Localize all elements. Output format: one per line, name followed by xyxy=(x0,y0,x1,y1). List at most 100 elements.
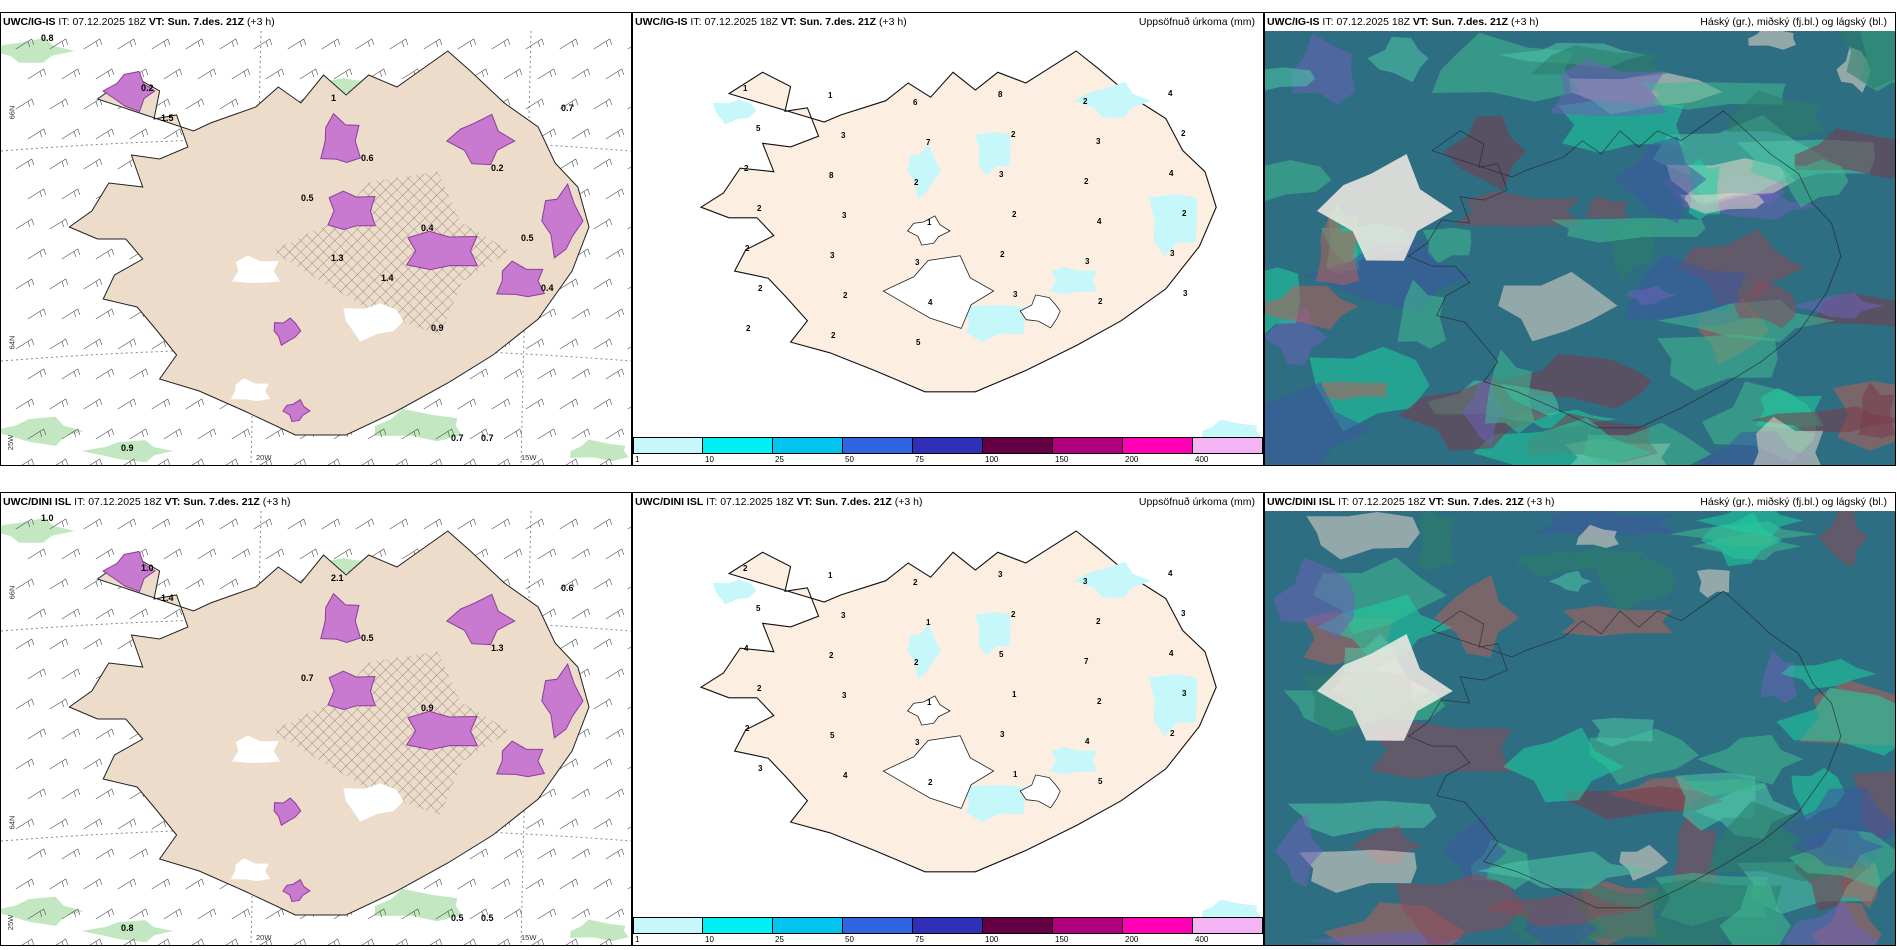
wind-barb xyxy=(27,848,47,860)
wind-barb xyxy=(525,398,545,410)
wind-barb xyxy=(95,848,115,860)
wind-barb xyxy=(49,338,69,350)
init-time: 07.12.2025 18Z xyxy=(720,496,794,508)
wind-barb xyxy=(395,938,409,945)
wind-barb xyxy=(299,548,319,560)
wind-barb xyxy=(95,248,115,260)
wind-barb xyxy=(525,578,545,590)
wind-barb xyxy=(531,458,545,465)
color-legend: 1 10 25 50 75 100 150 200 400 xyxy=(633,917,1263,945)
value-label: 4 xyxy=(1085,737,1090,746)
wind-barb xyxy=(15,338,35,350)
value-label: 3 xyxy=(998,570,1003,579)
cloud-map[interactable] xyxy=(1265,511,1895,945)
wind-barb xyxy=(49,578,69,590)
cloud-field xyxy=(1503,727,1624,803)
wind-barb xyxy=(593,818,613,830)
precip-area xyxy=(1202,899,1261,922)
value-label: 3 xyxy=(842,691,847,700)
value-label: 5 xyxy=(756,604,761,613)
init-time: 07.12.2025 18Z xyxy=(1336,16,1410,28)
precip-area xyxy=(1073,82,1152,118)
wind-barb xyxy=(605,608,625,620)
cloud-field xyxy=(1443,814,1507,887)
legend-swatch xyxy=(703,917,773,934)
wind-barb xyxy=(83,38,103,50)
wind-barb xyxy=(293,458,307,465)
wind-barb xyxy=(627,46,631,50)
it-label: IT: xyxy=(706,496,718,508)
wind-map[interactable]: 1.0 0.5 0.8 0.5 0.6 2.1 1.0 0.7 1.4 0.5 1.3 0.9 xyxy=(1,511,631,945)
precip-cell xyxy=(282,398,311,423)
cloud-field xyxy=(1696,511,1804,537)
legend-tick: 10 xyxy=(705,935,714,944)
lead-time: (+3 h) xyxy=(878,16,907,28)
value-label: 4 xyxy=(1169,649,1174,658)
wind-barb xyxy=(593,578,613,590)
wind-barb xyxy=(605,668,625,680)
legend-tick: 100 xyxy=(985,455,999,464)
precip-area xyxy=(907,623,941,679)
wind-barb xyxy=(327,458,341,465)
cloud-field xyxy=(1265,67,1316,91)
precip-cell xyxy=(102,550,156,593)
wind-barb xyxy=(225,938,239,945)
wind-barb xyxy=(117,38,137,50)
wind-barb xyxy=(49,158,69,170)
glacier xyxy=(230,378,271,402)
wind-barb xyxy=(395,458,409,465)
glacier xyxy=(882,255,995,329)
wind-barb xyxy=(15,218,35,230)
legend-tick: 75 xyxy=(915,935,924,944)
wind-barb xyxy=(565,938,579,945)
wind-barb xyxy=(197,908,217,920)
wind-barb xyxy=(49,278,69,290)
wind-barb xyxy=(537,548,557,560)
cloud-field xyxy=(1781,159,1849,208)
wind-barb xyxy=(89,938,103,945)
wind-barb xyxy=(627,766,631,770)
glacier xyxy=(906,215,951,246)
wind-barb xyxy=(299,68,319,80)
wind-barb xyxy=(219,38,239,50)
precip-area xyxy=(374,408,462,442)
wind-barb xyxy=(627,826,631,830)
value-label: 4 xyxy=(1168,569,1173,578)
cloud-field xyxy=(1265,306,1328,366)
value-label: 0.5 xyxy=(481,913,494,923)
glacier xyxy=(230,858,271,882)
map-content xyxy=(1265,511,1895,945)
lon-label: 20W xyxy=(256,453,272,462)
cloud-map[interactable] xyxy=(1265,31,1895,465)
value-label: 4 xyxy=(1097,217,1102,226)
wind-barb xyxy=(559,158,579,170)
precip-cell xyxy=(320,592,362,644)
wind-barb xyxy=(628,939,631,945)
glacier xyxy=(906,695,951,726)
wind-barb xyxy=(259,938,273,945)
panel-bottom-wind: UWC/DINI ISL IT: 07.12.2025 18Z VT: Sun.… xyxy=(0,492,632,946)
legend-tick: 75 xyxy=(915,455,924,464)
value-label: 0.5 xyxy=(301,193,314,203)
glacier xyxy=(232,255,281,283)
precip-area xyxy=(1,416,84,446)
legend-tick: 150 xyxy=(1055,455,1069,464)
clear-sky xyxy=(1317,634,1453,741)
wind-barb xyxy=(321,518,341,530)
wind-barb xyxy=(185,38,205,50)
wind-map[interactable]: 0.8 0.7 0.9 0.7 0.7 1 0.2 0.5 1.5 0.6 0.2 0.4 1.4 0.5… xyxy=(1,31,631,465)
cloud-field xyxy=(1455,190,1584,227)
wind-barb xyxy=(525,338,545,350)
precip-cell xyxy=(541,182,584,259)
wind-barb xyxy=(627,646,631,650)
value-label: 1 xyxy=(927,218,932,227)
precip-area xyxy=(960,305,1025,342)
wind-barb xyxy=(15,578,35,590)
wind-barb xyxy=(49,98,69,110)
cloud-field xyxy=(1719,884,1792,945)
cloud-field xyxy=(1548,570,1592,592)
value-label: 0.9 xyxy=(421,703,434,713)
wind-barb xyxy=(151,38,171,50)
